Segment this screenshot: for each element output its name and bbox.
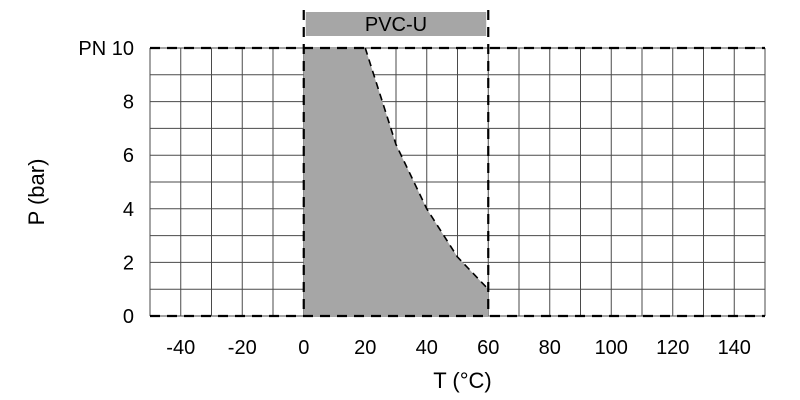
x-tick-label: 140 (718, 337, 751, 359)
y-tick-label: 0 (123, 306, 134, 328)
y-tick-label: 8 (123, 92, 134, 114)
x-tick-label: 60 (477, 337, 499, 359)
derating-curve (364, 47, 489, 290)
x-tick-label: 80 (539, 337, 561, 359)
x-tick-label: -40 (166, 337, 195, 359)
material-band-label: PVC-U (365, 14, 427, 36)
x-tick-label: -20 (228, 337, 257, 359)
y-axis-title: P (bar) (24, 159, 49, 226)
x-tick-labels: -40 -20 0 20 40 60 80 100 120 140 (166, 337, 751, 359)
x-tick-label: 40 (416, 337, 438, 359)
material-band: PVC-U (305, 12, 487, 36)
operating-area (303, 47, 489, 316)
material-band-rect (305, 12, 487, 36)
y-tick-label: 2 (123, 252, 134, 274)
y-tick-label: 6 (123, 145, 134, 167)
x-tick-label: 20 (354, 337, 376, 359)
y-tick-label: 4 (123, 199, 134, 221)
x-tick-label: 0 (298, 337, 309, 359)
operating-area-fill (303, 48, 489, 316)
y-tick-labels: 0 2 4 6 8 PN 10 (78, 38, 134, 328)
y-tick-label: PN 10 (78, 38, 134, 60)
x-tick-label: 120 (656, 337, 689, 359)
x-axis-title: T (°C) (433, 368, 492, 393)
dashed-frame (150, 10, 765, 318)
x-tick-label: 100 (595, 337, 628, 359)
